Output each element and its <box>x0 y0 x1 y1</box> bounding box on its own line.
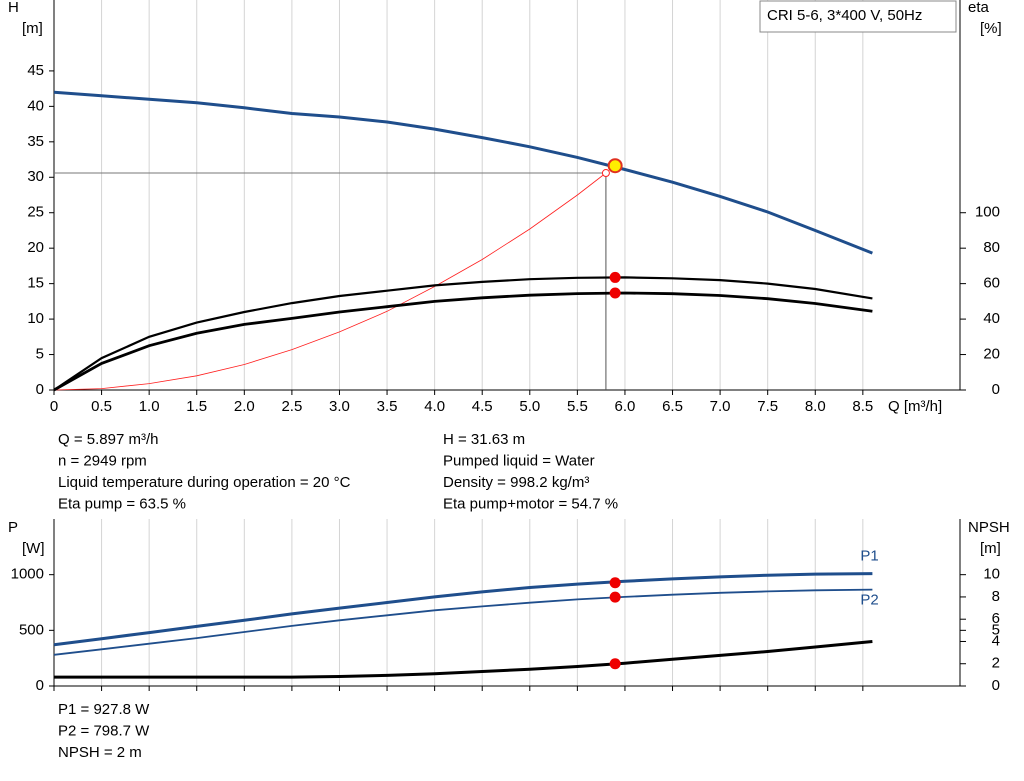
y2-tick-label: 20 <box>983 346 1000 363</box>
x-axis-label: Q [m³/h] <box>888 398 942 415</box>
x-tick-label: 1.5 <box>186 398 207 415</box>
curve <box>53 572 873 647</box>
chart-title: CRI 5-6, 3*400 V, 50Hz <box>767 7 922 24</box>
marker <box>609 271 621 283</box>
y2-tick-label: 5 <box>992 621 1000 638</box>
curve <box>53 276 873 391</box>
operating-info: Density = 998.2 kg/m³ <box>443 474 589 491</box>
y2-axis-label: [%] <box>980 20 1002 37</box>
operating-info: H = 31.63 m <box>443 431 525 448</box>
end-point <box>601 169 610 178</box>
y-tick-label: 10 <box>27 310 44 327</box>
y2-tick-label: 10 <box>983 566 1000 583</box>
y-tick-label: 45 <box>27 62 44 79</box>
operating-info: Pumped liquid = Water <box>443 452 595 469</box>
operating-info: Eta pump = 63.5 % <box>58 495 186 512</box>
x-tick-label: 0.5 <box>91 398 112 415</box>
y-tick-label: 20 <box>27 239 44 256</box>
operating-info: Eta pump+motor = 54.7 % <box>443 495 618 512</box>
x-tick-label: 6.5 <box>662 398 683 415</box>
y2-axis-label: eta <box>968 0 990 16</box>
y2-tick-label: 6 <box>992 610 1000 627</box>
x-tick-label: 2.0 <box>234 398 255 415</box>
operating-info: P1 = 927.8 W <box>58 701 150 718</box>
curve <box>53 291 873 392</box>
y2-tick-label: 40 <box>983 310 1000 327</box>
x-tick-label: 7.0 <box>710 398 731 415</box>
x-tick-label: 8.5 <box>852 398 873 415</box>
x-tick-label: 2.5 <box>281 398 302 415</box>
y-tick-label: 500 <box>19 621 44 638</box>
y2-axis-label: NPSH <box>968 519 1010 536</box>
y-tick-label: 15 <box>27 275 44 292</box>
y-tick-label: 30 <box>27 168 44 185</box>
operating-info: Q = 5.897 m³/h <box>58 431 158 448</box>
x-tick-label: 4.0 <box>424 398 445 415</box>
y-tick-label: 0 <box>36 381 44 398</box>
x-tick-label: 5.0 <box>519 398 540 415</box>
x-tick-label: 8.0 <box>805 398 826 415</box>
x-tick-label: 7.5 <box>757 398 778 415</box>
y-axis-label: [m] <box>22 20 43 37</box>
y-axis-label: P <box>8 519 18 536</box>
x-tick-label: 6.0 <box>615 398 636 415</box>
marker <box>609 591 621 603</box>
y-axis-label: H <box>8 0 19 16</box>
x-tick-label: 0 <box>50 398 58 415</box>
y-axis-label: [W] <box>22 540 45 557</box>
x-tick-label: 4.5 <box>472 398 493 415</box>
title-box <box>759 0 957 33</box>
marker <box>607 158 623 174</box>
y2-tick-label: 4 <box>992 632 1000 649</box>
operating-info: NPSH = 2 m <box>58 744 142 761</box>
curve <box>53 172 607 391</box>
y2-tick-label: 8 <box>992 588 1000 605</box>
operating-info: n = 2949 rpm <box>58 452 147 469</box>
marker <box>609 658 621 670</box>
operating-info: Liquid temperature during operation = 20… <box>58 474 351 491</box>
y2-tick-label: 0 <box>992 677 1000 694</box>
x-tick-label: 3.0 <box>329 398 350 415</box>
curve <box>53 90 873 255</box>
y2-tick-label: 0 <box>992 381 1000 398</box>
y2-tick-label: 60 <box>983 275 1000 292</box>
operating-info: P2 = 798.7 W <box>58 722 150 739</box>
y-tick-label: 5 <box>36 346 44 363</box>
y-tick-label: 35 <box>27 133 44 150</box>
curve <box>53 588 873 656</box>
marker <box>609 287 621 299</box>
y2-tick-label: 100 <box>975 204 1000 221</box>
y-tick-label: 40 <box>27 97 44 114</box>
curve-label: P1 <box>860 548 878 565</box>
y2-axis-label: [m] <box>980 540 1001 557</box>
y-tick-label: 25 <box>27 204 44 221</box>
y-tick-label: 0 <box>36 677 44 694</box>
x-tick-label: 1.0 <box>139 398 160 415</box>
marker <box>609 577 621 589</box>
y2-tick-label: 80 <box>983 239 1000 256</box>
curve-label: P2 <box>860 592 878 609</box>
y-tick-label: 1000 <box>11 566 44 583</box>
x-tick-label: 5.5 <box>567 398 588 415</box>
y2-tick-label: 2 <box>992 655 1000 672</box>
curve <box>54 640 873 679</box>
x-tick-label: 3.5 <box>377 398 398 415</box>
